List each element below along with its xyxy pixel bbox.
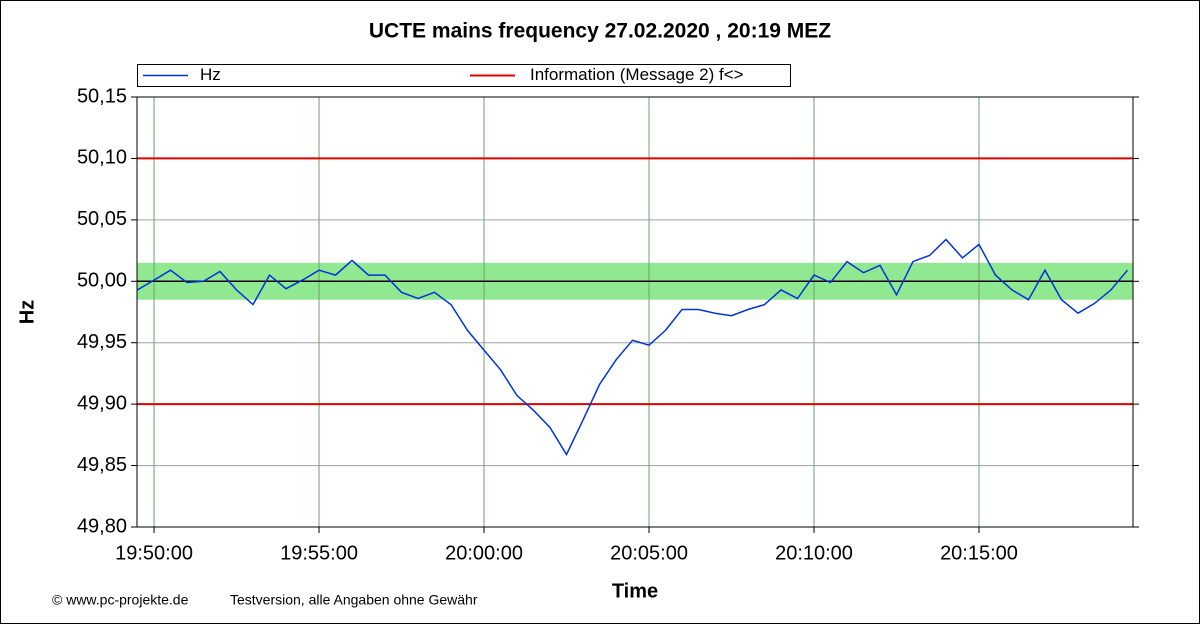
y-tick-label: 49,80 xyxy=(77,515,127,537)
x-tick-label: 20:05:00 xyxy=(610,542,688,564)
y-tick-label: 49,90 xyxy=(77,392,127,414)
footer-copyright: © www.pc-projekte.de xyxy=(52,592,189,608)
y-tick-label: 50,05 xyxy=(77,208,127,230)
x-tick-label: 19:50:00 xyxy=(115,542,193,564)
y-tick-label: 50,10 xyxy=(77,147,127,169)
y-tick-label: 49,95 xyxy=(77,331,127,353)
x-tick-label: 20:00:00 xyxy=(445,542,523,564)
y-tick-label: 50,15 xyxy=(77,85,127,107)
x-tick-label: 20:15:00 xyxy=(940,542,1018,564)
y-axis-title: Hz xyxy=(16,300,38,324)
series-line xyxy=(137,238,1129,457)
legend-label: Information (Message 2) f<> xyxy=(530,65,744,84)
x-axis-title: Time xyxy=(612,580,658,602)
chart-title: UCTE mains frequency 27.02.2020 , 20:19 … xyxy=(369,20,831,43)
y-tick-label: 49,85 xyxy=(77,454,127,476)
legend-box xyxy=(137,64,791,87)
y-tick-label: 50,00 xyxy=(77,270,127,292)
plot-border xyxy=(136,96,1134,528)
x-tick-label: 20:10:00 xyxy=(775,542,853,564)
footer-note: Testversion, alle Angaben ohne Gewähr xyxy=(230,592,478,608)
x-tick-label: 19:55:00 xyxy=(280,542,358,564)
legend-label: Hz xyxy=(200,65,221,84)
